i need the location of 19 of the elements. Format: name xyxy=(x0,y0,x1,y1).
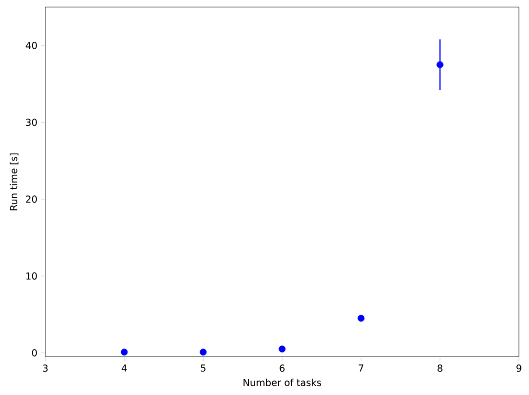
point xyxy=(358,314,364,322)
x-tick-label: 8 xyxy=(438,364,442,372)
y-tick-label: 20 xyxy=(26,196,37,203)
y-tick-label: 0 xyxy=(32,349,37,356)
point xyxy=(200,348,207,356)
point xyxy=(436,61,444,68)
point xyxy=(120,348,128,356)
x-tick-label: 3 xyxy=(43,364,48,372)
x-axis-title: Number of tasks xyxy=(244,378,322,386)
x-tick-label: 9 xyxy=(516,364,522,372)
y-tick-label: 30 xyxy=(26,118,37,126)
x-tick-label: 7 xyxy=(358,364,364,372)
y-tick-label: 40 xyxy=(26,42,37,50)
point xyxy=(278,346,286,352)
y-axis-title: Run time [s] xyxy=(10,153,18,210)
x-tick-label: 5 xyxy=(200,364,206,372)
y-tick-label: 10 xyxy=(26,272,37,280)
x-tick-label: 4 xyxy=(122,364,127,372)
x-tick-label: 6 xyxy=(280,364,285,372)
